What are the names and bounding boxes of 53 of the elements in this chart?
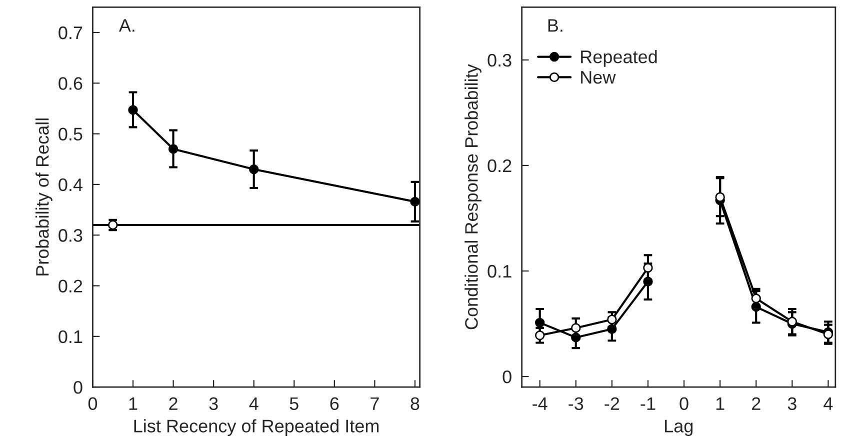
point	[751, 294, 761, 304]
x-tick-label: 1	[716, 397, 724, 410]
y-tick-label: 0.2	[488, 159, 512, 172]
x-tick-label: 0	[88, 397, 98, 410]
x-tick-label: 8	[410, 397, 420, 410]
y-tick-label: 0.5	[58, 128, 82, 141]
y-tick-label: 0.6	[58, 77, 82, 90]
y-tick-label: 0.3	[58, 229, 82, 242]
text: A.	[118, 19, 134, 32]
x-tick-label: 7	[370, 397, 379, 410]
y-tick-label: 0	[502, 370, 512, 384]
x-axis-title: List Recency of Repeated Item	[134, 419, 379, 436]
y-tick-label: 0.7	[58, 26, 82, 40]
point	[607, 314, 617, 324]
y-tick-label: 0.1	[58, 330, 82, 344]
point	[410, 196, 420, 207]
y-tick-label: 0.4	[58, 178, 82, 192]
point	[715, 192, 725, 202]
x-tick-label: 2	[169, 397, 178, 410]
x-tick-label: -1	[640, 397, 656, 410]
point	[607, 324, 617, 334]
x-tick-label: 0	[680, 397, 688, 410]
point	[643, 276, 653, 286]
point	[128, 105, 138, 115]
x-tick-label: -2	[604, 397, 620, 410]
x-tick-label: 4	[824, 397, 833, 410]
y-axis-title: Conditional Response Probability	[464, 64, 482, 330]
point	[534, 330, 545, 340]
x-tick-label: 6	[330, 397, 339, 410]
legend-label: Repeated	[581, 50, 657, 67]
point	[534, 318, 545, 328]
point	[571, 323, 581, 333]
x-tick-label: 4	[249, 397, 258, 410]
x-tick-label: 5	[290, 397, 298, 410]
x-tick-label: 3	[788, 397, 796, 410]
point	[571, 332, 581, 342]
x-tick-label: 2	[752, 397, 760, 410]
x-axis-title: Lag	[665, 420, 693, 436]
point	[751, 302, 761, 312]
point	[248, 164, 259, 174]
x-tick-label: 3	[209, 397, 218, 410]
y-tick-label: 0	[74, 381, 82, 394]
y-tick-label: 0.3	[488, 54, 512, 67]
point	[643, 262, 653, 273]
x-tick-label: -4	[532, 397, 548, 410]
x-tick-label: 1	[129, 397, 138, 410]
y-axis-title: Probability of Recall	[36, 118, 52, 276]
point	[168, 144, 178, 154]
y-tick-label: 0.1	[488, 264, 512, 278]
x-tick-label: -3	[568, 397, 584, 410]
text: B.	[548, 19, 562, 32]
legend-label: New	[581, 71, 616, 84]
y-tick-label: 0.2	[58, 280, 82, 292]
